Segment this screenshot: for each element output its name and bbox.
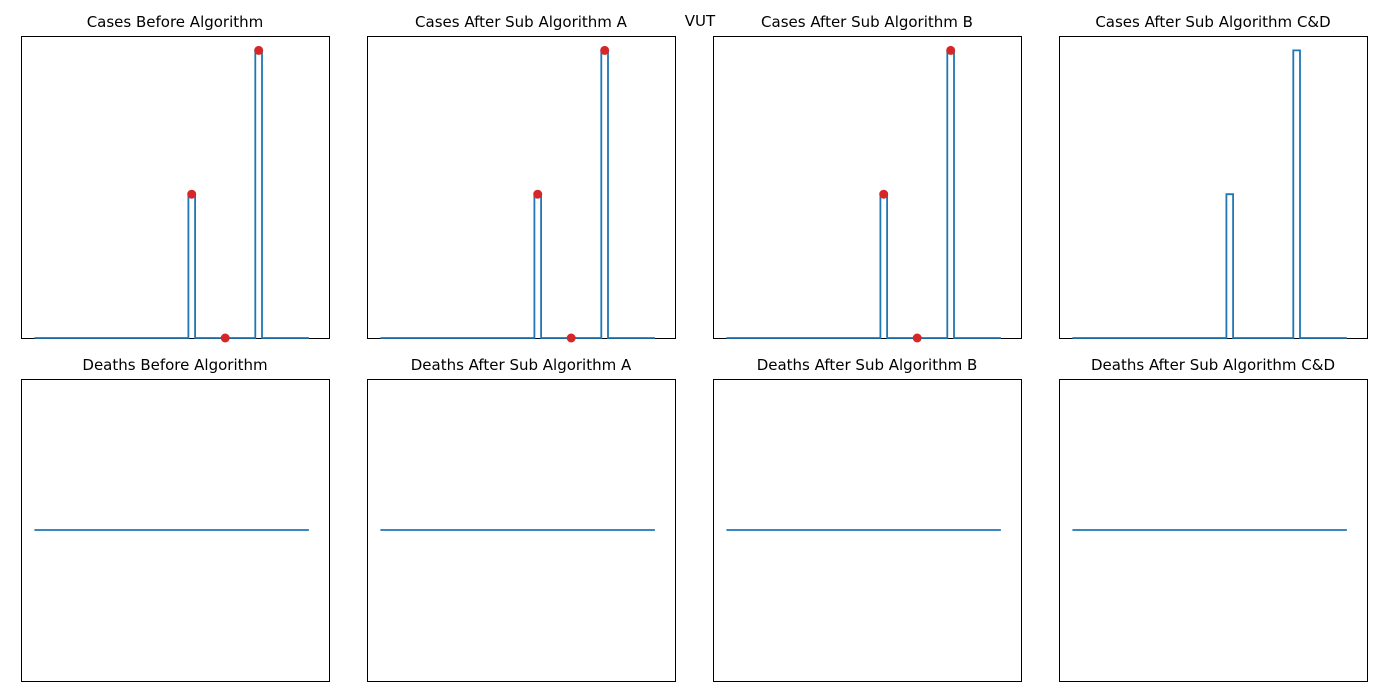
anomaly-marker: [566, 333, 576, 343]
series-line: [1072, 49, 1347, 339]
anomaly-marker: [220, 333, 230, 343]
subplot-title: Cases After Sub Algorithm B: [761, 13, 973, 31]
subplot: Deaths After Sub Algorithm B: [713, 356, 1022, 682]
subplot: Deaths After Sub Algorithm C&D: [1059, 356, 1368, 682]
subplot-title: Deaths Before Algorithm: [82, 356, 267, 374]
subplot: Cases After Sub Algorithm A: [367, 13, 676, 343]
anomaly-marker: [254, 45, 264, 55]
subplot-title: Deaths After Sub Algorithm A: [411, 356, 632, 374]
subplot-title: Deaths After Sub Algorithm B: [757, 356, 978, 374]
anomaly-marker: [912, 333, 922, 343]
anomaly-marker: [946, 45, 956, 55]
subplot: Cases After Sub Algorithm C&D: [1059, 13, 1368, 339]
plot-frame: [1059, 36, 1368, 339]
plot-frame: [713, 36, 1022, 339]
subplot: Deaths After Sub Algorithm A: [367, 356, 676, 682]
anomaly-marker: [187, 189, 197, 199]
anomaly-marker: [600, 45, 610, 55]
subplot-title: Cases Before Algorithm: [87, 13, 264, 31]
figure-suptitle: VUT: [685, 12, 716, 30]
anomaly-marker: [879, 189, 889, 199]
plot-frame: [367, 36, 676, 339]
subplot-title: Deaths After Sub Algorithm C&D: [1091, 356, 1335, 374]
subplot: Cases After Sub Algorithm B: [713, 13, 1022, 343]
anomaly-marker: [533, 189, 543, 199]
plot-frame: [21, 36, 330, 339]
subplot: Deaths Before Algorithm: [21, 356, 330, 682]
subplot-title: Cases After Sub Algorithm C&D: [1095, 13, 1330, 31]
subplot-title: Cases After Sub Algorithm A: [415, 13, 628, 31]
subplot: Cases Before Algorithm: [21, 13, 330, 343]
